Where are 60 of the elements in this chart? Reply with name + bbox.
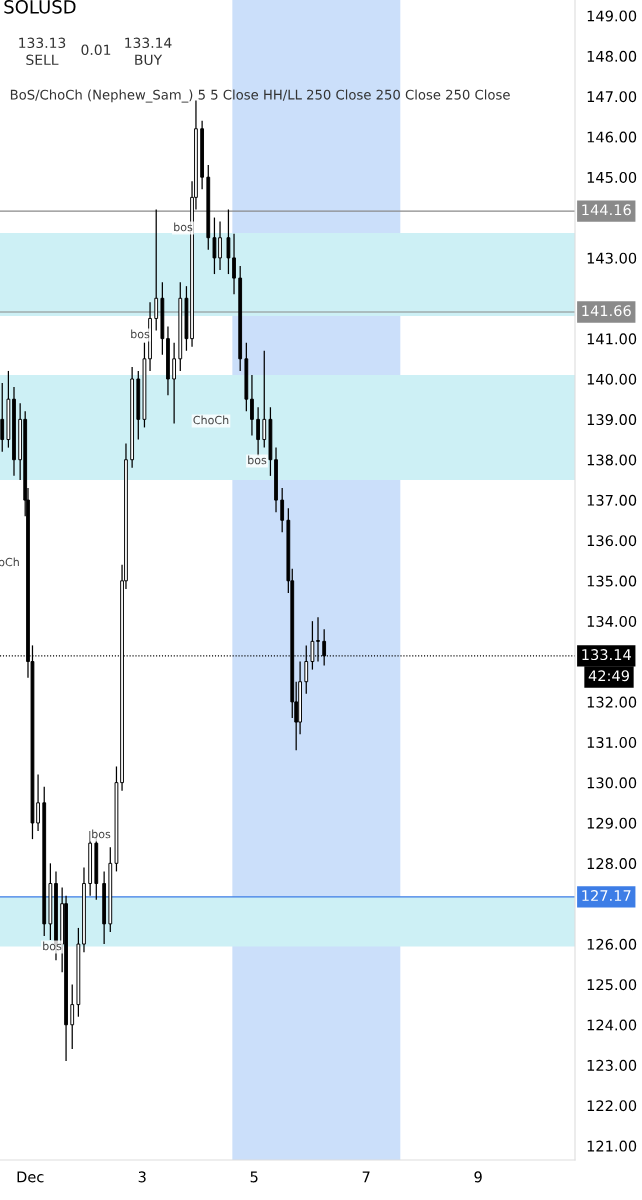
y-tick-label: 143.00 <box>587 252 637 264</box>
y-tick-label: 146.00 <box>587 131 637 143</box>
candlestick <box>280 487 285 533</box>
candlestick <box>212 216 217 275</box>
candlestick <box>256 406 260 457</box>
y-tick-label: 140.00 <box>587 373 637 385</box>
y-tick-label: 126.00 <box>587 938 637 950</box>
annotation: bos <box>43 941 62 951</box>
candlestick <box>70 983 75 1050</box>
y-tick-label: 145.00 <box>587 171 637 183</box>
annotation: ChoCh <box>193 415 229 425</box>
candlestick <box>218 220 222 271</box>
y-tick-label: 130.00 <box>587 777 637 789</box>
annotation: bos <box>131 329 150 339</box>
y-tick-label: 148.00 <box>587 50 637 62</box>
ref-line-label: 133.14 <box>582 649 631 661</box>
annotation: 133.13 <box>19 37 66 49</box>
candlestick <box>262 350 267 449</box>
annotation: bos <box>92 829 111 839</box>
y-tick-label: 131.00 <box>587 736 637 748</box>
x-tick-label: Dec <box>17 1171 44 1183</box>
ref-line-label: 127.17 <box>582 890 631 901</box>
y-tick-label: 122.00 <box>587 1100 637 1112</box>
y-tick-label: 121.00 <box>587 1140 637 1152</box>
ref-line-label: 141.66 <box>582 305 631 317</box>
y-tick-label: 129.00 <box>587 817 637 829</box>
y-tick-label: 125.00 <box>587 979 637 991</box>
y-tick-label: 135.00 <box>587 575 637 587</box>
annotation: SELL <box>26 54 59 66</box>
candlestick <box>226 208 231 275</box>
y-tick-label: 138.00 <box>587 454 637 466</box>
candlestick <box>172 342 177 425</box>
y-tick-label: 137.00 <box>587 494 637 506</box>
y-tick-label: 123.00 <box>587 1059 637 1071</box>
annotation: bos <box>174 222 193 232</box>
y-tick-label: 149.00 <box>587 10 637 22</box>
y-tick-label: 124.00 <box>587 1019 637 1031</box>
y-tick-label: 128.00 <box>587 858 637 870</box>
ref-line-label: 144.16 <box>582 204 631 216</box>
text: BoS/ChoCh (Nephew_Sam_) 5 5 Close HH/LL 250 Close 250 Close 250 Close <box>10 89 510 103</box>
annotation: 133.14 <box>125 37 172 49</box>
annotation: BUY <box>135 54 163 66</box>
text: 42:49 <box>588 670 629 682</box>
x-tick-label: 9 <box>474 1171 482 1183</box>
x-tick-label: 3 <box>138 1171 146 1183</box>
y-tick-label: 141.00 <box>587 333 637 345</box>
y-tick-label: 139.00 <box>587 414 637 426</box>
candlestick <box>250 374 254 437</box>
annotation: bos <box>248 455 267 465</box>
y-tick-label: 132.00 <box>587 696 637 708</box>
candlestick <box>154 208 159 332</box>
candlestick <box>232 233 236 295</box>
annotation: 0.01 <box>81 44 111 56</box>
y-tick-label: 134.00 <box>587 615 637 627</box>
x-tick-label: 5 <box>250 1171 258 1183</box>
y-tick-label: 147.00 <box>587 91 637 103</box>
chart-title: SOLUSD <box>4 0 76 14</box>
y-tick-label: 136.00 <box>587 535 637 547</box>
x-tick-label: 7 <box>362 1171 370 1183</box>
candlestick <box>0 382 5 453</box>
